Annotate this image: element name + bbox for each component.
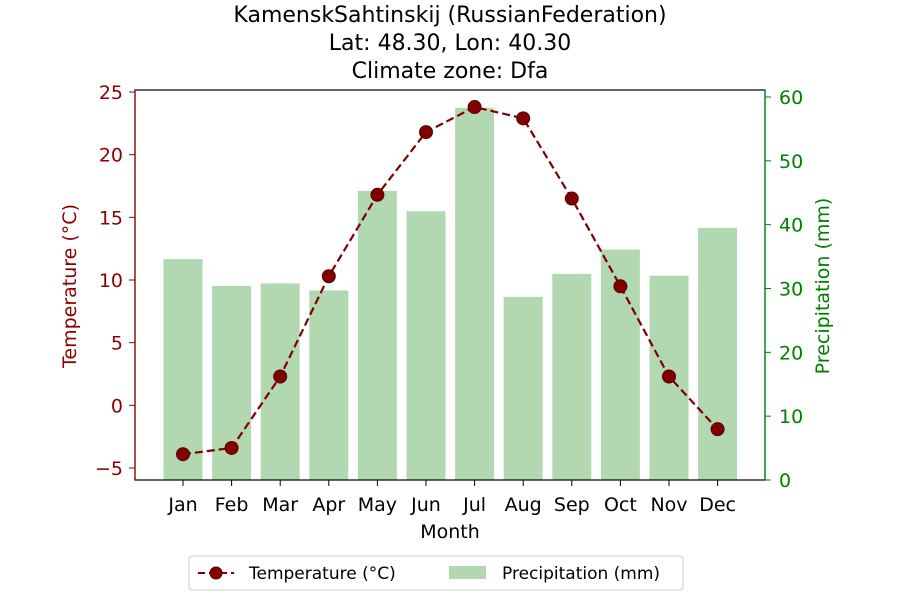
x-tick-label-sep: Sep: [554, 494, 590, 516]
legend-temperature-marker: [209, 566, 223, 580]
y-left-tick-label-15: 15: [99, 207, 123, 229]
y-left-tick-label-20: 20: [99, 145, 123, 167]
y-right-tick-label-50: 50: [779, 151, 803, 173]
temperature-point-may: [370, 187, 385, 202]
y-right-tick-label-60: 60: [779, 87, 803, 109]
chart-title: KamenskSahtinskij (RussianFederation) La…: [233, 3, 666, 84]
precipitation-bars: [163, 107, 738, 481]
x-tick-label-aug: Aug: [505, 494, 542, 516]
x-tick-label-dec: Dec: [699, 494, 736, 516]
x-tick-label-mar: Mar: [262, 494, 298, 516]
x-tick-label-oct: Oct: [604, 494, 637, 516]
chart-title-line-2: Lat: 48.30, Lon: 40.30: [329, 31, 571, 56]
x-tick-label-nov: Nov: [650, 494, 687, 516]
y-left-tick-label-25: 25: [99, 82, 123, 104]
precip-bar-apr: [309, 290, 349, 480]
temperature-point-oct: [613, 279, 628, 294]
precip-bar-jan: [163, 259, 203, 480]
temperature-point-apr: [321, 269, 336, 284]
x-tick-label-may: May: [358, 494, 397, 516]
precip-bar-sep: [552, 273, 592, 480]
y-right-tick-label-40: 40: [779, 215, 803, 237]
y-right-tick-label-10: 10: [779, 406, 803, 428]
precip-bar-jul: [455, 107, 495, 480]
legend-precipitation-swatch: [449, 566, 486, 579]
y-left-tick-label-10: 10: [99, 270, 123, 292]
x-tick-label-jul: Jul: [462, 494, 486, 516]
precip-bar-jun: [406, 211, 446, 481]
x-tick-label-apr: Apr: [312, 494, 345, 516]
y-left-tick-label-5: 5: [111, 333, 123, 355]
x-tick-label-jun: Jun: [410, 494, 441, 516]
x-tick-label-feb: Feb: [215, 494, 249, 516]
legend: Temperature (°C) Precipitation (mm): [188, 555, 684, 591]
temperature-point-jul: [467, 100, 482, 115]
chart-title-line-1: KamenskSahtinskij (RussianFederation): [233, 3, 666, 28]
x-tick-label-jan: Jan: [167, 494, 197, 516]
temperature-point-dec: [710, 422, 725, 437]
y-axis-left-label: Temperature (°C): [59, 204, 81, 369]
legend-frame: [188, 555, 684, 591]
legend-precipitation-label: Precipitation (mm): [502, 564, 660, 584]
temperature-point-nov: [662, 369, 676, 384]
x-axis: Jan Feb Mar Apr May Jun Jul Aug Sep Oct Nov Dec: [167, 480, 736, 516]
y-axis-left: −5 0 5 10 15 20 25: [95, 82, 136, 480]
temperature-point-mar: [273, 369, 288, 384]
temperature-point-jun: [419, 125, 433, 140]
y-axis-right: 0 10 20 30 40 50 60: [764, 87, 803, 492]
precip-bar-aug: [503, 296, 543, 480]
temperature-point-sep: [564, 191, 579, 206]
chart-title-line-3: Climate zone: Dfa: [352, 59, 549, 84]
y-axis-right-label: Precipitation (mm): [812, 198, 834, 375]
y-left-tick-label-0: 0: [111, 395, 123, 417]
temperature-point-aug: [516, 111, 531, 126]
precip-bar-dec: [698, 227, 738, 480]
precip-bar-may: [357, 190, 397, 480]
y-right-tick-label-30: 30: [779, 279, 803, 301]
temperature-line: [182, 105, 719, 456]
legend-temperature-label: Temperature (°C): [248, 564, 396, 584]
temperature-series: [176, 100, 725, 462]
temperature-point-jan: [176, 447, 190, 462]
temperature-point-feb: [224, 440, 239, 455]
y-left-tick-label--5: −5: [95, 458, 123, 480]
y-right-tick-label-0: 0: [779, 470, 791, 492]
y-right-tick-label-20: 20: [779, 342, 803, 364]
x-axis-label: Month: [420, 521, 480, 543]
